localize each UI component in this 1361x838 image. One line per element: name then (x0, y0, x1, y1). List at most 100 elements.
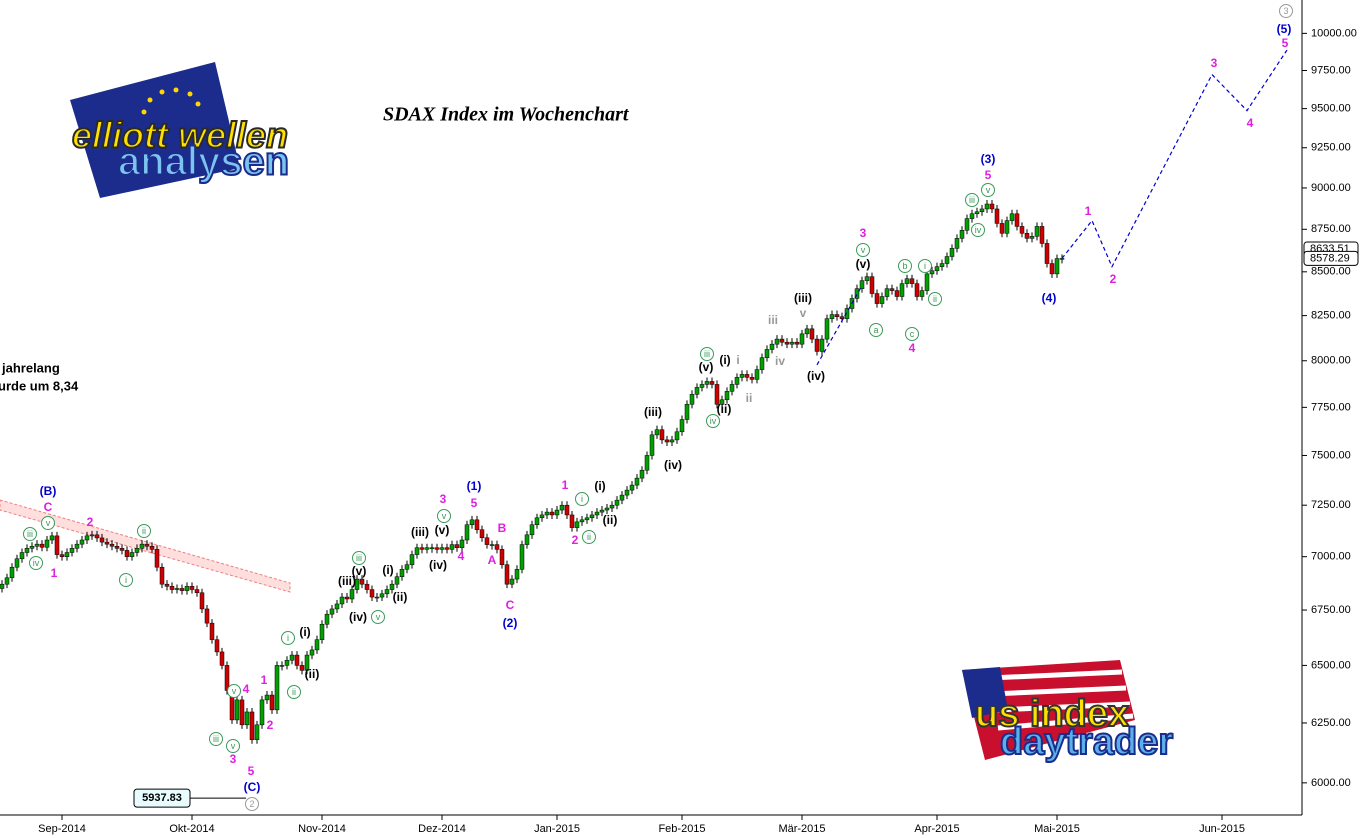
candle (484, 537, 490, 545)
wave-circle (898, 259, 912, 273)
candle (954, 238, 960, 249)
wave-label: (iv) (349, 610, 367, 624)
candle (834, 314, 840, 317)
chart-title: SDAX Index im Wochenchart (383, 104, 630, 126)
wave-label: i (581, 494, 583, 504)
wave-label: iv (710, 416, 717, 426)
plot: 6000.00 6250.00 6500.00 6750.00 7000.00 7250.… (0, 4, 1359, 835)
wave-circle (965, 193, 979, 207)
candle (419, 547, 425, 550)
candle (339, 596, 345, 605)
y-tick-label: 7000.00 (1311, 551, 1351, 563)
candle (494, 544, 500, 550)
candle (479, 529, 485, 538)
candle (134, 548, 140, 553)
flag-stripes (989, 669, 1134, 731)
candle (274, 665, 280, 711)
wave-circle (287, 685, 301, 699)
candle (104, 541, 110, 545)
wave-label: ii (587, 532, 591, 542)
candle (374, 596, 380, 599)
candle (459, 539, 465, 548)
candle (214, 639, 220, 653)
candle (414, 547, 420, 555)
wave-label: 3 (860, 226, 867, 240)
candle (684, 404, 690, 420)
candle (814, 338, 820, 352)
wave-circle (226, 739, 240, 753)
candle (299, 665, 305, 671)
candle (1059, 258, 1065, 260)
wave-label: (iii) (411, 525, 429, 539)
candle (399, 569, 405, 577)
note-text: urde um 8,34 (0, 378, 79, 393)
flag-stars (141, 87, 201, 115)
y-tick-label: 6750.00 (1311, 604, 1351, 616)
y-tick-label: 8250.00 (1311, 310, 1351, 322)
candle (94, 534, 100, 539)
wave-label: (iv) (807, 369, 825, 383)
logo-right: us index daytrader (962, 660, 1174, 764)
x-tick-label: Jan-2015 (534, 823, 580, 835)
candle (1034, 226, 1040, 237)
candle (659, 429, 665, 441)
wave-circle (29, 556, 43, 570)
candle (114, 545, 120, 549)
candle (184, 586, 190, 591)
candle (549, 511, 555, 516)
candle (904, 278, 910, 284)
wave-label: v (986, 185, 991, 195)
candle (4, 577, 10, 585)
candle (44, 539, 50, 548)
wave-label: 2 (1110, 272, 1117, 286)
wave-label: (3) (981, 152, 996, 166)
y-tick-label: 8500.00 (1311, 266, 1351, 278)
candle (534, 517, 540, 526)
y-tick-label: 7250.00 (1311, 499, 1351, 511)
candle (619, 494, 625, 501)
candle (469, 519, 475, 526)
candle (739, 374, 745, 378)
candle (224, 665, 230, 691)
candle (149, 545, 155, 550)
wave-label: (v) (352, 564, 367, 578)
wave-circle (706, 414, 720, 428)
wave-label: i (736, 353, 739, 367)
candle (614, 499, 620, 506)
candle (429, 547, 435, 549)
wave-label: 1 (261, 673, 268, 687)
wave-label: i (125, 575, 127, 585)
candle (334, 603, 340, 610)
wave-label: (4) (1042, 291, 1057, 305)
wave-label: 4 (1247, 116, 1254, 130)
candle (439, 547, 445, 550)
wave-label: v (442, 511, 447, 521)
y-tick-label: 7750.00 (1311, 401, 1351, 413)
candle (859, 280, 865, 289)
candle (409, 554, 415, 565)
candle (24, 548, 30, 553)
candle (174, 588, 180, 590)
wave-label: c (910, 329, 915, 339)
candle (464, 524, 470, 541)
candle (29, 545, 35, 549)
wave-label: 5 (1282, 36, 1289, 50)
wave-circle (209, 732, 223, 746)
candle (994, 208, 1000, 224)
candle (249, 711, 255, 740)
candle (599, 509, 605, 513)
wave-label: (v) (856, 257, 871, 271)
candle (909, 278, 915, 284)
candle (749, 377, 755, 380)
candle (894, 290, 900, 297)
candle (809, 328, 815, 340)
wave-circle (582, 530, 596, 544)
wave-label: ii (142, 526, 146, 536)
wave-circle (971, 223, 985, 237)
candle (899, 283, 905, 297)
candle (764, 349, 770, 358)
logo-text: analysen (118, 140, 289, 184)
candle (1009, 213, 1015, 221)
wave-label: v (46, 518, 51, 528)
y-tick-label: 6000.00 (1311, 777, 1351, 789)
